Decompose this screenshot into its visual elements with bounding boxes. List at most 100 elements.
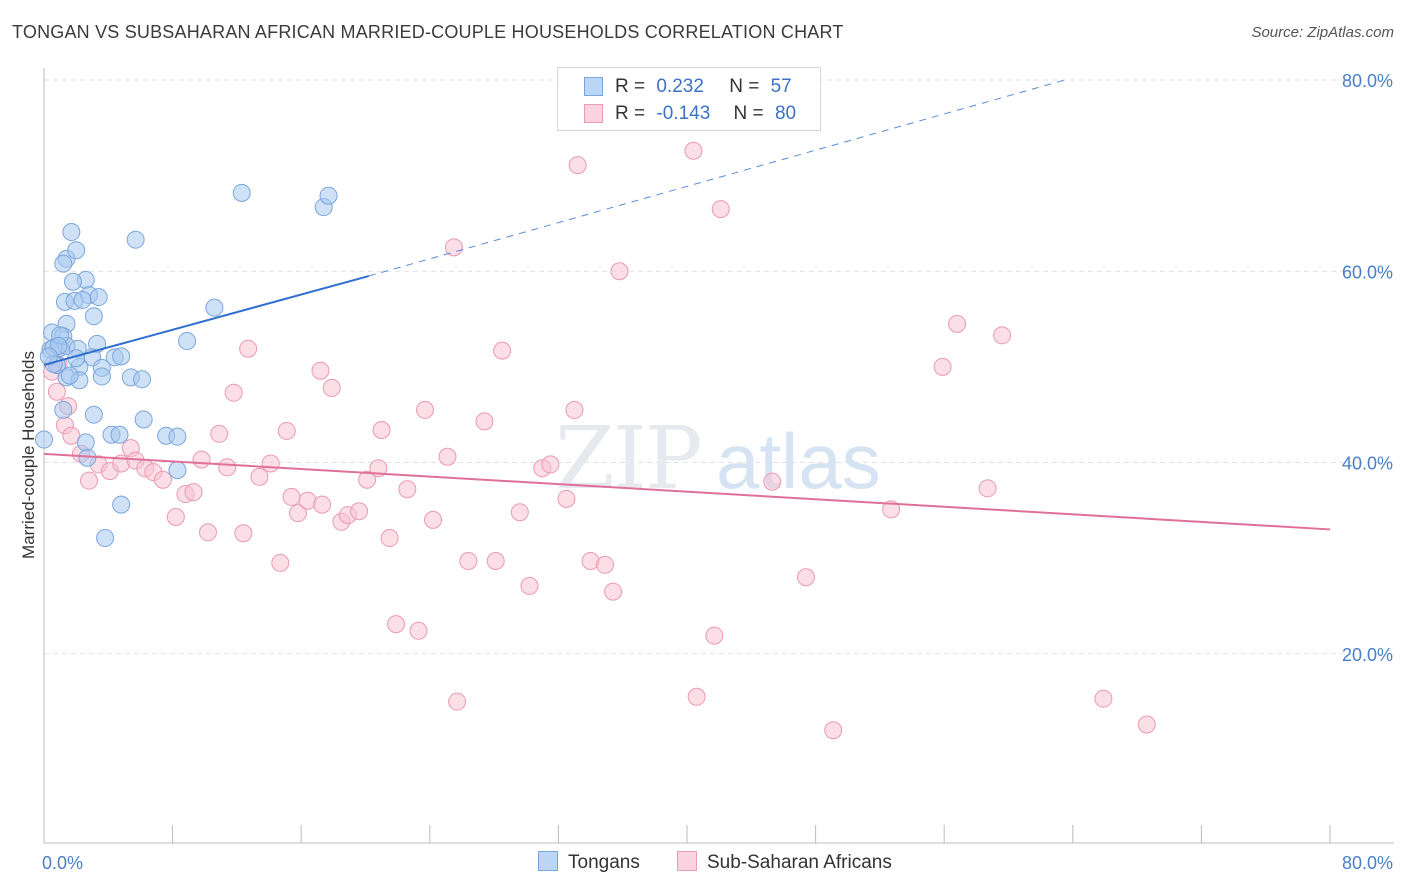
data-point-tongans	[96, 529, 115, 548]
data-point-tongans	[89, 288, 108, 307]
chart-source: Source: ZipAtlas.com	[1251, 24, 1394, 41]
legend-swatch-tongans	[538, 851, 558, 871]
data-point-africans	[80, 471, 99, 490]
data-point-tongans	[76, 433, 95, 452]
data-point-africans	[1137, 715, 1156, 734]
data-point-tongans	[62, 223, 81, 242]
data-point-africans	[993, 326, 1012, 345]
data-point-africans	[271, 553, 290, 572]
trend-lines	[43, 79, 1331, 531]
data-point-africans	[409, 621, 428, 640]
legend-n-value-tongans: 57	[770, 76, 792, 97]
data-point-tongans	[232, 183, 251, 202]
series-tongans	[35, 183, 338, 548]
y-tick-label: 60.0%	[1342, 262, 1393, 282]
data-point-africans	[565, 400, 584, 419]
data-point-africans	[475, 412, 494, 431]
data-point-tongans	[134, 410, 153, 429]
data-point-tongans	[205, 298, 224, 317]
data-point-tongans	[178, 332, 197, 351]
data-point-africans	[198, 523, 217, 542]
data-point-africans	[311, 361, 330, 380]
data-point-africans	[350, 502, 369, 521]
y-tick-label: 20.0%	[1342, 645, 1393, 665]
data-point-tongans	[39, 347, 58, 366]
data-point-africans	[596, 555, 615, 574]
data-point-africans	[510, 503, 529, 522]
data-point-tongans	[84, 307, 103, 326]
data-point-africans	[380, 529, 399, 548]
data-point-africans	[933, 357, 952, 376]
svg-text:atlas: atlas	[716, 417, 881, 505]
data-point-tongans	[92, 367, 111, 386]
data-point-africans	[541, 455, 560, 474]
data-point-africans	[711, 200, 730, 219]
data-point-africans	[372, 420, 391, 439]
legend-swatch-africans	[677, 851, 697, 871]
svg-text:ZIP: ZIP	[555, 409, 701, 509]
data-point-africans	[520, 576, 539, 595]
x-tick-label: 0.0%	[42, 853, 83, 873]
data-point-tongans	[54, 254, 73, 273]
data-point-africans	[288, 504, 307, 523]
data-point-africans	[358, 470, 377, 489]
data-point-tongans	[168, 427, 187, 446]
legend-label-tongans: Tongans	[568, 852, 640, 873]
data-point-africans	[610, 262, 629, 281]
data-point-africans	[282, 487, 301, 506]
data-point-africans	[705, 626, 724, 645]
data-point-tongans	[112, 347, 131, 366]
axes	[43, 68, 1394, 844]
data-point-tongans	[126, 230, 145, 249]
data-point-africans	[224, 383, 243, 402]
legend-n-label: N =	[729, 76, 760, 97]
data-point-africans	[493, 341, 512, 360]
data-point-tongans	[63, 272, 82, 291]
data-point-africans	[557, 489, 576, 508]
trend-line-africans	[43, 452, 1331, 531]
correlation-legend: R = 0.232 N = 57 R = -0.143 N = 80	[557, 67, 821, 131]
legend-r-value-africans: -0.143	[656, 103, 711, 124]
data-point-africans	[824, 721, 843, 740]
data-point-africans	[604, 582, 623, 601]
data-point-africans	[415, 400, 434, 419]
data-point-tongans	[73, 290, 92, 309]
data-point-africans	[192, 450, 211, 469]
data-point-africans	[1094, 689, 1113, 708]
data-point-tongans	[112, 495, 131, 514]
data-point-africans	[763, 472, 782, 491]
data-point-africans	[948, 314, 967, 333]
data-point-tongans	[319, 186, 338, 205]
data-point-africans	[882, 500, 901, 519]
legend-r-label: R =	[615, 103, 646, 124]
data-point-tongans	[54, 400, 73, 419]
legend-label-africans: Sub-Saharan Africans	[707, 852, 892, 873]
data-point-africans	[796, 568, 815, 587]
data-point-tongans	[60, 366, 79, 385]
data-point-africans	[210, 424, 229, 443]
tick-labels: 20.0% 40.0% 60.0% 80.0% 0.0% 80.0%	[42, 71, 1393, 873]
data-point-africans	[398, 480, 417, 499]
legend-n-label: N =	[733, 103, 764, 124]
data-point-africans	[250, 467, 269, 486]
data-point-tongans	[110, 425, 129, 444]
data-point-africans	[184, 483, 203, 502]
data-point-africans	[568, 156, 587, 175]
legend-item-tongans: Tongans	[538, 851, 640, 874]
data-point-africans	[261, 454, 280, 473]
x-tick-label: 80.0%	[1342, 853, 1393, 873]
legend-swatch-africans	[584, 104, 603, 123]
legend-n-value-africans: 80	[774, 103, 797, 124]
data-point-africans	[387, 615, 406, 634]
legend-swatch-tongans	[584, 77, 603, 96]
data-point-tongans	[133, 370, 152, 389]
data-point-tongans	[168, 461, 187, 480]
data-point-africans	[424, 510, 443, 529]
data-point-africans	[218, 458, 237, 477]
data-point-tongans	[67, 241, 86, 260]
data-point-africans	[277, 421, 296, 440]
data-point-africans	[153, 470, 172, 489]
trend-line-tongans-extension	[368, 79, 1065, 277]
data-point-tongans	[84, 405, 103, 424]
